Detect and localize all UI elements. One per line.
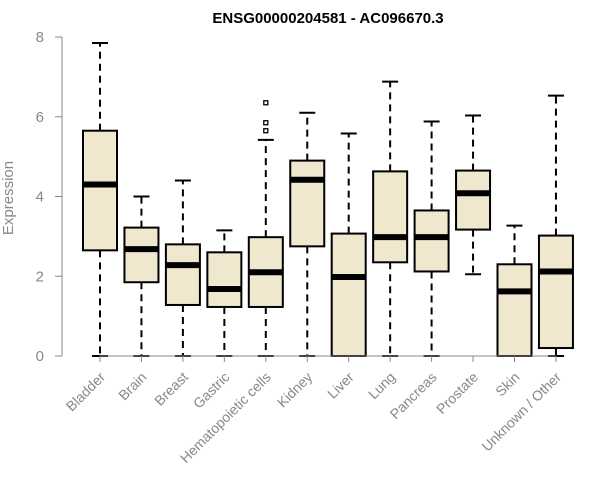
iqr-box xyxy=(496,263,533,358)
box-unknown-other xyxy=(537,94,574,357)
x-tick-label: Brain xyxy=(115,369,149,403)
box-lung xyxy=(372,80,409,357)
y-tick-label: 0 xyxy=(36,348,44,365)
x-tick-label: Breast xyxy=(151,369,191,409)
y-tick-label: 4 xyxy=(36,189,44,206)
iqr-box xyxy=(372,170,409,264)
x-tick-label: Unknown / Other xyxy=(478,369,564,455)
iqr-box xyxy=(289,159,326,248)
iqr-box xyxy=(82,129,118,252)
box-hematopoietic-cells xyxy=(247,100,284,357)
box-skin xyxy=(496,224,533,358)
y-axis-label: Expression xyxy=(0,161,17,235)
iqr-box xyxy=(330,232,367,358)
box-prostate xyxy=(455,114,492,276)
x-tick-label: Liver xyxy=(324,369,357,402)
box-pancreas xyxy=(413,120,450,357)
y-tick-label: 8 xyxy=(36,29,44,46)
box-bladder xyxy=(82,41,118,357)
box-brain xyxy=(123,195,160,357)
iqr-box xyxy=(455,169,492,231)
box-breast xyxy=(164,179,201,357)
y-tick-label: 2 xyxy=(36,268,44,285)
x-tick-label: Prostate xyxy=(433,369,481,417)
box-kidney xyxy=(289,111,326,357)
outlier-point xyxy=(263,120,269,126)
iqr-box xyxy=(413,209,450,273)
iqr-box xyxy=(537,234,574,350)
x-tick-label: Lung xyxy=(365,369,398,402)
x-tick-label: Bladder xyxy=(63,369,109,415)
boxes xyxy=(82,41,574,358)
x-tick-label: Kidney xyxy=(274,369,316,411)
x-tick-label: Skin xyxy=(492,369,523,400)
chart-title: ENSG00000204581 - AC096670.3 xyxy=(212,10,443,27)
iqr-box xyxy=(164,243,201,306)
outlier-point xyxy=(263,100,269,106)
iqr-box xyxy=(123,226,160,284)
y-axis: 0 2 4 6 8 xyxy=(36,29,63,365)
iqr-box xyxy=(206,251,243,308)
box-liver xyxy=(330,132,367,358)
y-tick-label: 6 xyxy=(36,109,44,126)
box-gastric xyxy=(206,229,243,357)
outlier-point xyxy=(263,128,269,134)
